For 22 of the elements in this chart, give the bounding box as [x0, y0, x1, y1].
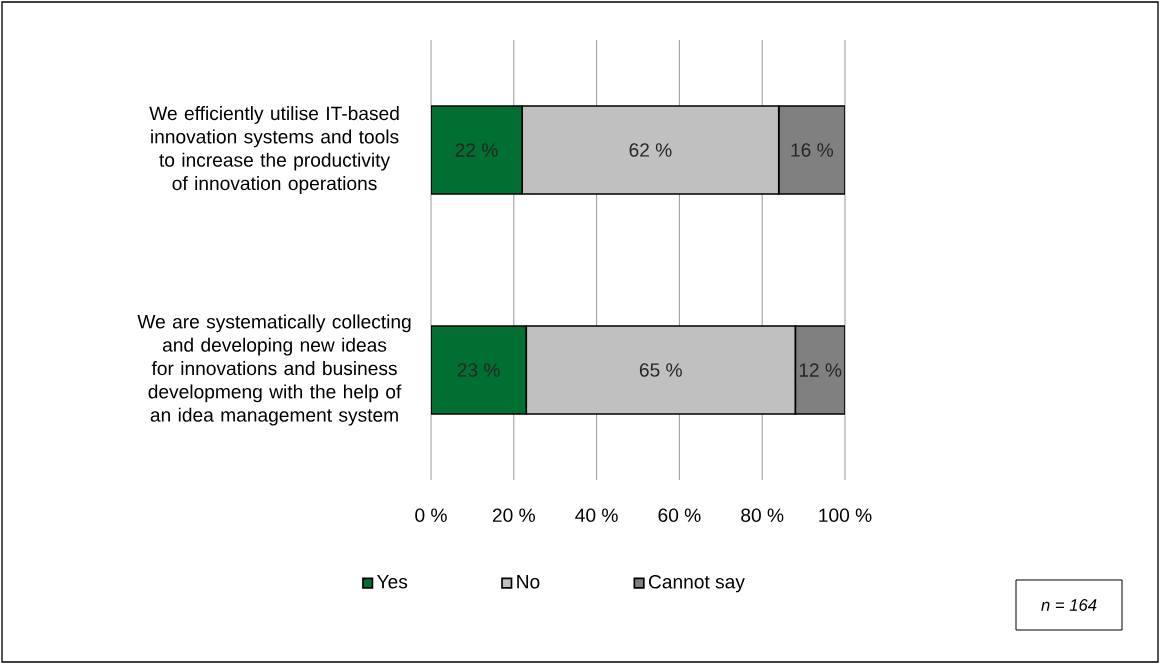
- y-tick-label: We efficiently utilise IT-based innovation systems and tools to increase the productivity of innovation operations: [149, 106, 399, 194]
- bar: [794, 325, 845, 415]
- bar: [777, 105, 845, 195]
- data-label: 65 %: [639, 363, 682, 377]
- bar: [431, 105, 523, 195]
- x-tick-label: 80 %: [741, 508, 784, 523]
- data-label: 23 %: [457, 363, 500, 377]
- x-tick-label: 0 %: [415, 508, 447, 523]
- x-tick-label: 20 %: [492, 508, 535, 523]
- text: n = 164: [1041, 599, 1097, 611]
- x-tick-label: 60 %: [658, 508, 701, 523]
- x-tick-label: 40 %: [575, 508, 618, 523]
- x-tick-label: 100 %: [819, 508, 872, 523]
- data-label: 22 %: [455, 143, 498, 157]
- data-label: 12 %: [799, 363, 842, 377]
- legend-label: Cannot say: [648, 575, 745, 593]
- bar: [431, 325, 528, 415]
- y-tick-label: We are systematically collecting and developing new ideas for innovations and business developmeng with the help of an idea management system: [137, 314, 411, 426]
- data-label: 16 %: [791, 143, 834, 157]
- legend-label: No: [517, 575, 540, 589]
- legend-label: Yes: [377, 575, 408, 589]
- data-label: 62 %: [629, 143, 672, 157]
